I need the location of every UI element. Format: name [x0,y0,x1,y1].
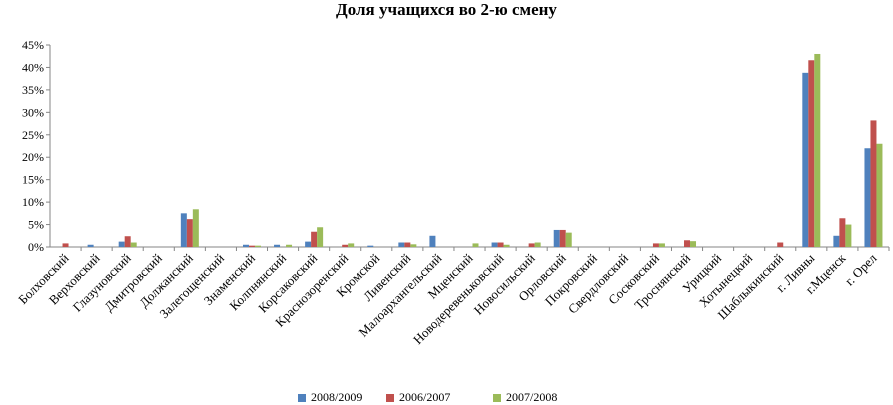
bar-0-24 [802,72,809,247]
bar-0-4 [180,213,187,247]
bar-0-2 [118,241,125,247]
chart-title: Доля учащихся во 2-ю смену [336,0,557,19]
bar-1-15 [528,243,535,247]
bar-2-15 [534,242,541,247]
bar-2-26 [876,143,883,247]
bar-2-2 [130,242,137,247]
bar-2-4 [192,209,199,247]
bar-1-19 [652,243,659,247]
bar-0-7 [274,244,281,247]
bar-1-16 [559,229,566,247]
bar-0-11 [398,242,405,247]
x-tick-label: г. Орел [842,250,880,288]
bar-1-26 [870,120,877,247]
bar-2-20 [690,241,697,247]
bar-1-9 [342,244,349,247]
bar-2-11 [410,244,417,247]
legend-label: 2006/2007 [399,390,451,404]
bar-2-16 [565,232,572,247]
bar-1-20 [684,240,691,247]
bar-0-1 [87,244,94,247]
y-tick-label: 10% [22,195,44,209]
bar-1-25 [839,218,846,247]
bar-0-16 [553,229,560,247]
legend-swatch [298,393,306,402]
bar-2-13 [472,243,479,247]
bar-2-24 [814,53,821,247]
bar-1-23 [777,242,784,247]
bar-2-19 [658,243,665,247]
bar-1-14 [497,242,504,247]
legend-item: 2008/2009 [298,390,362,405]
y-tick-label: 20% [22,150,44,164]
y-tick-label: 0% [28,240,44,254]
legend-swatch [386,393,394,402]
legend-label: 2008/2009 [311,390,363,404]
legend-item: 2006/2007 [386,390,450,405]
bar-0-10 [367,245,374,247]
bar-1-11 [404,242,411,247]
y-tick-label: 30% [22,105,44,119]
legend-label: 2007/2008 [506,390,558,404]
bar-1-6 [248,245,255,247]
legend: 2008/2009 2006/2007 2007/2008 [0,390,893,404]
y-tick-label: 15% [22,173,44,187]
bar-1-4 [186,219,193,247]
bar-2-25 [845,224,852,247]
bar-1-8 [311,231,318,247]
bar-2-14 [503,244,510,247]
legend-swatch [493,393,501,402]
bar-1-0 [62,243,69,247]
y-tick-label: 45% [22,38,44,52]
bar-0-12 [429,235,436,247]
bar-0-25 [833,235,840,247]
bar-0-26 [864,148,871,247]
bar-0-8 [305,241,312,247]
bar-0-14 [491,242,498,247]
bar-2-6 [254,245,261,247]
y-tick-label: 25% [22,128,44,142]
legend-item: 2007/2008 [493,390,557,405]
bar-0-6 [242,244,249,247]
bar-1-2 [124,236,131,247]
y-tick-label: 5% [28,218,44,232]
bar-2-7 [286,244,293,247]
bar-2-9 [348,243,355,247]
bar-1-24 [808,60,815,247]
y-tick-label: 40% [22,60,44,74]
y-tick-label: 35% [22,83,44,97]
bar-2-8 [317,227,324,247]
